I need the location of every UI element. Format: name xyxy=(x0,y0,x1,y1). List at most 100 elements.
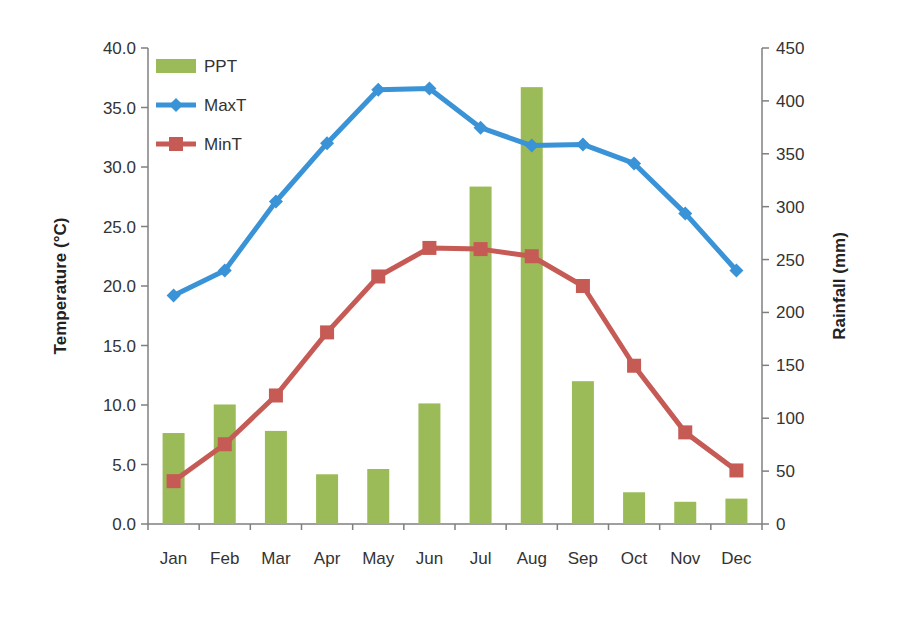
legend-label: MinT xyxy=(204,135,242,154)
y2-tick-label: 300 xyxy=(776,198,804,217)
x-tick xyxy=(352,524,354,530)
marker-diamond xyxy=(320,136,334,150)
bar xyxy=(470,187,492,524)
y-tick xyxy=(141,47,148,49)
legend-marker xyxy=(169,98,183,112)
legend-marker xyxy=(169,137,183,151)
y2-tick xyxy=(762,100,769,102)
marker-diamond xyxy=(678,206,692,220)
x-tick xyxy=(761,524,763,530)
x-tick-label: Feb xyxy=(210,549,239,568)
y2-tick xyxy=(762,153,769,155)
x-tick-label: Apr xyxy=(314,549,341,568)
y2-tick-label: 150 xyxy=(776,356,804,375)
x-tick xyxy=(710,524,712,530)
bar xyxy=(316,474,338,524)
y2-tick xyxy=(762,259,769,261)
y2-tick-label: 0 xyxy=(776,515,785,534)
y-tick xyxy=(141,404,148,406)
y2-tick xyxy=(762,470,769,472)
y2-tick-label: 350 xyxy=(776,145,804,164)
x-tick-label: Jun xyxy=(416,549,443,568)
y-tick xyxy=(141,464,148,466)
marker-square xyxy=(525,249,539,263)
bar xyxy=(418,403,440,524)
y-tick xyxy=(141,166,148,168)
x-tick-label: Nov xyxy=(670,549,701,568)
x-tick-label: Sep xyxy=(568,549,598,568)
bar xyxy=(367,469,389,524)
x-tick xyxy=(557,524,559,530)
x-tick-label: Mar xyxy=(261,549,291,568)
marker-square xyxy=(627,359,641,373)
y-tick xyxy=(141,523,148,525)
y2-tick-label: 450 xyxy=(776,39,804,58)
x-tick xyxy=(198,524,200,530)
x-tick-label: Aug xyxy=(517,549,547,568)
y-axis-label: Temperature (°C) xyxy=(51,218,70,355)
y-tick xyxy=(141,226,148,228)
marker-square xyxy=(576,279,590,293)
y2-tick xyxy=(762,47,769,49)
x-tick xyxy=(403,524,405,530)
y-tick xyxy=(141,107,148,109)
y-tick-label: 15.0 xyxy=(103,337,136,356)
y-tick-label: 10.0 xyxy=(103,396,136,415)
marker-diamond xyxy=(474,121,488,135)
x-tick xyxy=(659,524,661,530)
marker-square xyxy=(422,241,436,255)
x-tick xyxy=(505,524,507,530)
marker-square xyxy=(269,388,283,402)
marker-diamond xyxy=(729,264,743,278)
line xyxy=(174,248,737,481)
marker-diamond xyxy=(422,81,436,95)
bar xyxy=(265,431,287,524)
y2-axis-label: Rainfall (mm) xyxy=(830,232,849,340)
x-tick-label: Dec xyxy=(721,549,752,568)
marker-diamond xyxy=(371,83,385,97)
bar xyxy=(521,87,543,524)
bar xyxy=(214,404,236,524)
marker-square xyxy=(474,242,488,256)
x-tick xyxy=(301,524,303,530)
line xyxy=(174,88,737,295)
bar xyxy=(674,502,696,524)
marker-square xyxy=(167,474,181,488)
legend-swatch xyxy=(156,59,196,73)
legend-label: MaxT xyxy=(204,96,247,115)
marker-square xyxy=(678,425,692,439)
x-tick xyxy=(608,524,610,530)
marker-diamond xyxy=(525,139,539,153)
y2-tick xyxy=(762,523,769,525)
x-tick-label: Oct xyxy=(621,549,648,568)
marker-diamond xyxy=(167,289,181,303)
y2-tick xyxy=(762,312,769,314)
y-tick-label: 30.0 xyxy=(103,158,136,177)
marker-diamond xyxy=(218,264,232,278)
marker-square xyxy=(729,463,743,477)
y2-tick-label: 100 xyxy=(776,409,804,428)
marker-diamond xyxy=(269,195,283,209)
x-tick xyxy=(147,524,149,530)
marker-square xyxy=(320,325,334,339)
y-tick-label: 40.0 xyxy=(103,39,136,58)
bar xyxy=(725,499,747,524)
y-tick-label: 0.0 xyxy=(112,515,136,534)
x-tick xyxy=(454,524,456,530)
y-tick xyxy=(141,345,148,347)
y2-tick-label: 200 xyxy=(776,303,804,322)
y2-tick xyxy=(762,365,769,367)
chart: 0.05.010.015.020.025.030.035.040.0050100… xyxy=(0,0,900,641)
y2-axis-line xyxy=(761,48,763,524)
y2-tick-label: 50 xyxy=(776,462,795,481)
bar xyxy=(572,381,594,524)
plot-area xyxy=(163,81,748,524)
y-tick-label: 25.0 xyxy=(103,218,136,237)
y2-tick xyxy=(762,206,769,208)
legend: PPTMaxTMinT xyxy=(156,57,247,154)
x-tick-label: Jul xyxy=(470,549,492,568)
y-tick-label: 35.0 xyxy=(103,99,136,118)
y2-tick-label: 400 xyxy=(776,92,804,111)
marker-diamond xyxy=(627,156,641,170)
x-tick-label: Jan xyxy=(160,549,187,568)
